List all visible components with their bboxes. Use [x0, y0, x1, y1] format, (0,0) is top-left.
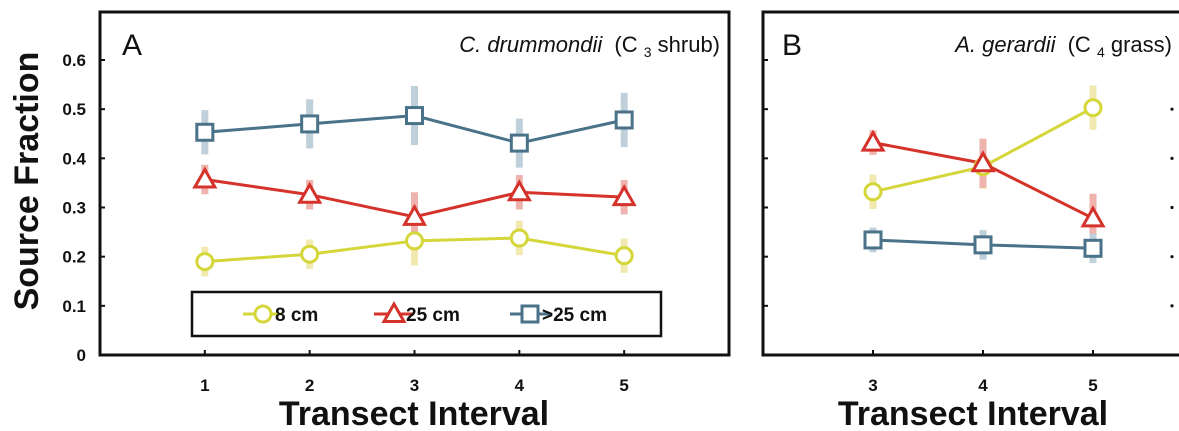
panel-b-x-axis-title: Transect Interval — [838, 395, 1108, 431]
data-point — [863, 182, 883, 202]
legend-items: 8 cm 25 cm >25 cm — [243, 300, 607, 326]
data-point — [863, 230, 883, 250]
panel-b-species-label: A. gerardii (C 4 grass) — [953, 32, 1172, 62]
data-point — [509, 228, 529, 248]
y-tick-label: 0.6 — [62, 51, 86, 70]
panel-a-letter: A — [122, 29, 142, 62]
right-y-tick-dot — [1170, 255, 1174, 259]
data-point — [405, 231, 424, 251]
panel-a: A C. drummondii (C 3 shrub) 0 0.1 0.2 0.3 0.… — [62, 10, 731, 431]
right-y-tick-dot — [1170, 304, 1174, 308]
data-point — [509, 133, 529, 153]
data-point — [1080, 205, 1106, 228]
panel-a-group-sub: 3 — [644, 44, 652, 60]
x-tick-label: 1 — [200, 376, 209, 395]
data-point — [506, 179, 532, 202]
legend-marker — [381, 300, 407, 323]
panel-b-group-suffix: grass) — [1111, 32, 1172, 57]
panel-b-letter: B — [782, 29, 802, 62]
data-point — [300, 244, 320, 264]
right-y-tick-dot — [1170, 205, 1174, 210]
panel-b: B A. gerardii (C 4 grass) 3 4 5 Transect I… — [761, 10, 1179, 431]
y-tick-label: 0.2 — [62, 248, 86, 267]
data-point — [405, 106, 424, 126]
data-point — [1083, 98, 1103, 118]
data-point — [297, 181, 323, 204]
panel-b-group-sub: 4 — [1097, 44, 1105, 60]
data-point — [614, 110, 634, 130]
x-tick-label: 3 — [868, 376, 877, 395]
right-y-tick-dot — [1170, 156, 1174, 160]
panel-b-series — [860, 85, 1106, 264]
y-tick-label: 0.4 — [62, 149, 86, 168]
panel-a-species-label: C. drummondii (C 3 shrub) — [459, 32, 720, 62]
x-tick-label: 4 — [978, 376, 988, 395]
legend-label: 8 cm — [275, 305, 318, 326]
panel-b-species-name: A. gerardii — [953, 32, 1056, 57]
panel-a-group-prefix: (C — [614, 32, 637, 57]
y-tick-label: 0 — [77, 346, 86, 365]
panel-a-species-name: C. drummondii — [459, 32, 603, 57]
legend-label: 25 cm — [406, 305, 460, 326]
panel-a-x-axis-title: Transect Interval — [279, 395, 549, 431]
x-tick-label: 4 — [515, 376, 525, 395]
panel-a-y-ticks: 0 0.1 0.2 0.3 0.4 0.5 0.6 — [62, 51, 105, 365]
data-point — [401, 203, 428, 226]
panel-b-group-prefix: (C — [1068, 32, 1091, 57]
panel-b-x-ticks: 3 4 5 — [868, 350, 1098, 395]
x-tick-label: 3 — [410, 376, 419, 395]
y-tick-label: 0.5 — [62, 100, 86, 119]
x-tick-label: 2 — [305, 376, 314, 395]
legend-marker — [253, 304, 273, 324]
y-axis-title: Source Fraction — [8, 52, 46, 311]
data-point — [973, 235, 993, 255]
data-point — [970, 150, 996, 173]
data-point — [614, 246, 634, 266]
x-tick-label: 5 — [1088, 376, 1097, 395]
panel-a-x-ticks: 1 2 3 4 5 — [200, 350, 629, 395]
panel-a-series — [192, 86, 637, 277]
data-point — [192, 166, 218, 189]
y-tick-label: 0.1 — [62, 297, 86, 316]
data-point — [300, 114, 320, 134]
panel-b-y-ticks — [763, 59, 1174, 356]
legend: 8 cm 25 cm >25 cm — [190, 290, 663, 338]
data-point — [1083, 238, 1103, 258]
panel-a-group-suffix: shrub) — [658, 32, 720, 57]
data-point — [860, 129, 886, 152]
data-point — [195, 252, 215, 272]
legend-marker — [520, 304, 540, 324]
y-tick-label: 0.3 — [62, 199, 86, 218]
data-point — [195, 122, 215, 142]
x-tick-label: 5 — [619, 376, 628, 395]
legend-label: >25 cm — [542, 305, 607, 326]
data-point — [611, 184, 637, 207]
right-y-tick-dot — [1170, 107, 1174, 111]
